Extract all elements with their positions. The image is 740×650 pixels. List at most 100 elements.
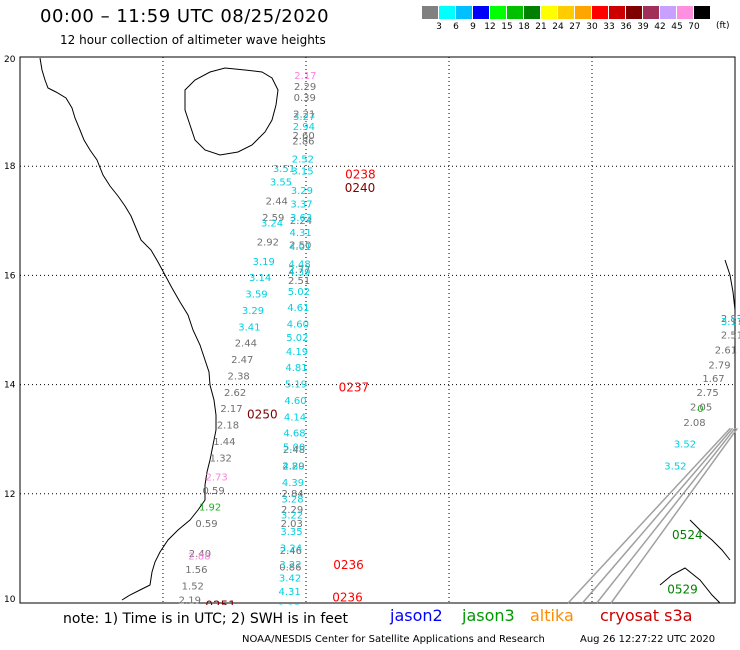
wave-height-value: 2.44 — [235, 339, 257, 350]
wave-height-value: 4.39 — [282, 478, 304, 489]
colorbar-tick: 9 — [470, 22, 476, 32]
wave-height-value: 4.60 — [284, 396, 306, 407]
wave-height-value: 2.51 — [721, 330, 740, 341]
wave-height-value: 2.24 — [290, 216, 312, 227]
wave-height-value: 3.52 — [664, 462, 686, 473]
wave-height-value: 2.46 — [280, 546, 302, 557]
wave-height-value: 2.50 — [289, 240, 311, 251]
wave-height-value: 2.17 — [294, 71, 316, 82]
wave-height-value: 2.75 — [696, 388, 718, 399]
coastline — [39, 57, 736, 604]
colorbar-tick: 70 — [688, 22, 700, 32]
wave-height-value: 2.92 — [257, 238, 279, 249]
wave-height-value: 2.48 — [283, 445, 305, 456]
pass-time-label: 0250 — [247, 408, 278, 422]
wave-height-value: 0.59 — [203, 486, 225, 497]
wave-height-value: 4.14 — [284, 412, 306, 423]
colorbar-tick: 3 — [436, 22, 442, 32]
wave-height-value: 0.39 — [294, 93, 316, 104]
hainan-island — [184, 67, 279, 156]
units-note: note: 1) Time is in UTC; 2) SWH is in fe… — [63, 611, 349, 627]
wave-height-value: 5.02 — [288, 287, 310, 298]
dense-track-band — [610, 427, 738, 604]
pass-time-label: 0236 — [333, 558, 364, 572]
wave-height-value: 2.84 — [282, 489, 304, 500]
wave-height-value: 4.01 — [289, 242, 311, 253]
wave-height-value: 3.42 — [279, 573, 301, 584]
colorbar-tick: 39 — [637, 22, 649, 32]
pass-time-label: 0529 — [667, 582, 698, 596]
wave-height-value: 1.52 — [182, 582, 204, 593]
wave-height-value: 3.35 — [280, 527, 302, 538]
wave-height-value: 2.52 — [292, 155, 314, 166]
page-title: 00:00 – 11:59 UTC 08/25/2020 — [40, 6, 330, 27]
wave-height-value: 2.60 — [292, 131, 314, 142]
wave-height-value: 4.31 — [289, 228, 311, 239]
wave-height-value: 1.56 — [185, 565, 207, 576]
colorbar-unit: (ft) — [716, 21, 730, 31]
wave-height-value: 2.05 — [690, 403, 712, 414]
colorbar-swatch — [541, 6, 557, 19]
lat-tick-label: 12 — [4, 490, 15, 500]
legend-jason2: jason2 — [390, 606, 443, 625]
wave-height-value: 3.14 — [249, 273, 271, 284]
colorbar-tick: 27 — [569, 22, 581, 32]
legend-jason3: jason3 — [462, 606, 515, 625]
colorbar-swatch — [422, 6, 438, 19]
mindoro-coast — [689, 519, 731, 561]
pass-time-label: 0240 — [345, 181, 376, 195]
wave-height-value: 2.19 — [179, 595, 201, 605]
wave-height-value: 2.44 — [266, 197, 288, 208]
colorbar-tick: 21 — [535, 22, 547, 32]
wave-height-value: 3.28 — [281, 494, 303, 505]
lat-tick-label: 16 — [4, 271, 16, 281]
wave-height-value: 3.24 — [280, 543, 302, 554]
colorbar-swatch — [694, 6, 710, 19]
wave-height-value: 3.17 — [721, 317, 740, 328]
pass-time-label: 0236 — [332, 591, 363, 605]
colorbar-tick: 24 — [552, 22, 564, 32]
colorbar-tick: 18 — [518, 22, 530, 32]
luzon-coast — [724, 259, 736, 311]
wave-height-value: 4.61 — [287, 303, 309, 314]
wave-height-value: 2.29 — [294, 82, 316, 93]
credit-line: NOAA/NESDIS Center for Satellite Applica… — [242, 634, 545, 645]
colorbar-swatch — [507, 6, 523, 19]
wave-height-value: 4.19 — [286, 347, 308, 358]
colorbar-tick: 45 — [671, 22, 683, 32]
colorbar-swatch — [456, 6, 472, 19]
generated-timestamp: Aug 26 12:27:22 UTC 2020 — [580, 634, 716, 645]
wave-height-value: 2.62 — [224, 388, 246, 399]
wave-height-value: 2.87 — [721, 314, 740, 325]
wave-height-value: 3.22 — [279, 560, 301, 571]
colorbar-tick: 42 — [654, 22, 666, 32]
colorbar-swatch — [558, 6, 574, 19]
colorbar-tick: 15 — [501, 22, 513, 32]
wave-height-value: 2.94 — [293, 122, 315, 133]
lat-tick-label: 18 — [4, 162, 16, 172]
wave-height-value: 3.63 — [290, 213, 312, 224]
wave-height-value: 5.19 — [285, 380, 307, 391]
wave-height-value: 2.29 — [281, 505, 303, 516]
colorbar-tick: 33 — [603, 22, 615, 32]
lat-tick-label: 20 — [4, 55, 16, 65]
wave-height-value: 3.27 — [293, 112, 315, 123]
wave-height-value: 3.55 — [270, 178, 292, 189]
colorbar-swatch — [490, 6, 506, 19]
colorbar-tick: 30 — [586, 22, 598, 32]
colorbar-tick: 6 — [453, 22, 459, 32]
palawan-coast — [659, 567, 721, 604]
wave-height-value: 2.17 — [220, 404, 242, 415]
wave-height-value: 4.39 — [288, 268, 310, 279]
wave-height-value: 3.29 — [291, 186, 313, 197]
colorbar-swatch — [575, 6, 591, 19]
wave-height-value: 3.29 — [242, 306, 264, 317]
wave-height-value: 0.59 — [195, 519, 217, 530]
wave-height-value: 3.22 — [281, 511, 303, 522]
wave-height-value: 4.31 — [279, 587, 301, 598]
wave-height-value: 2.03 — [281, 519, 303, 530]
wave-height-value: 0.86 — [279, 563, 301, 574]
wave-height-value: 0 — [697, 404, 703, 415]
wave-height-value: 2.73 — [205, 472, 227, 483]
altimeter-observations: 2.290.392.212.602.862.242.502.772.512.48… — [179, 71, 740, 605]
